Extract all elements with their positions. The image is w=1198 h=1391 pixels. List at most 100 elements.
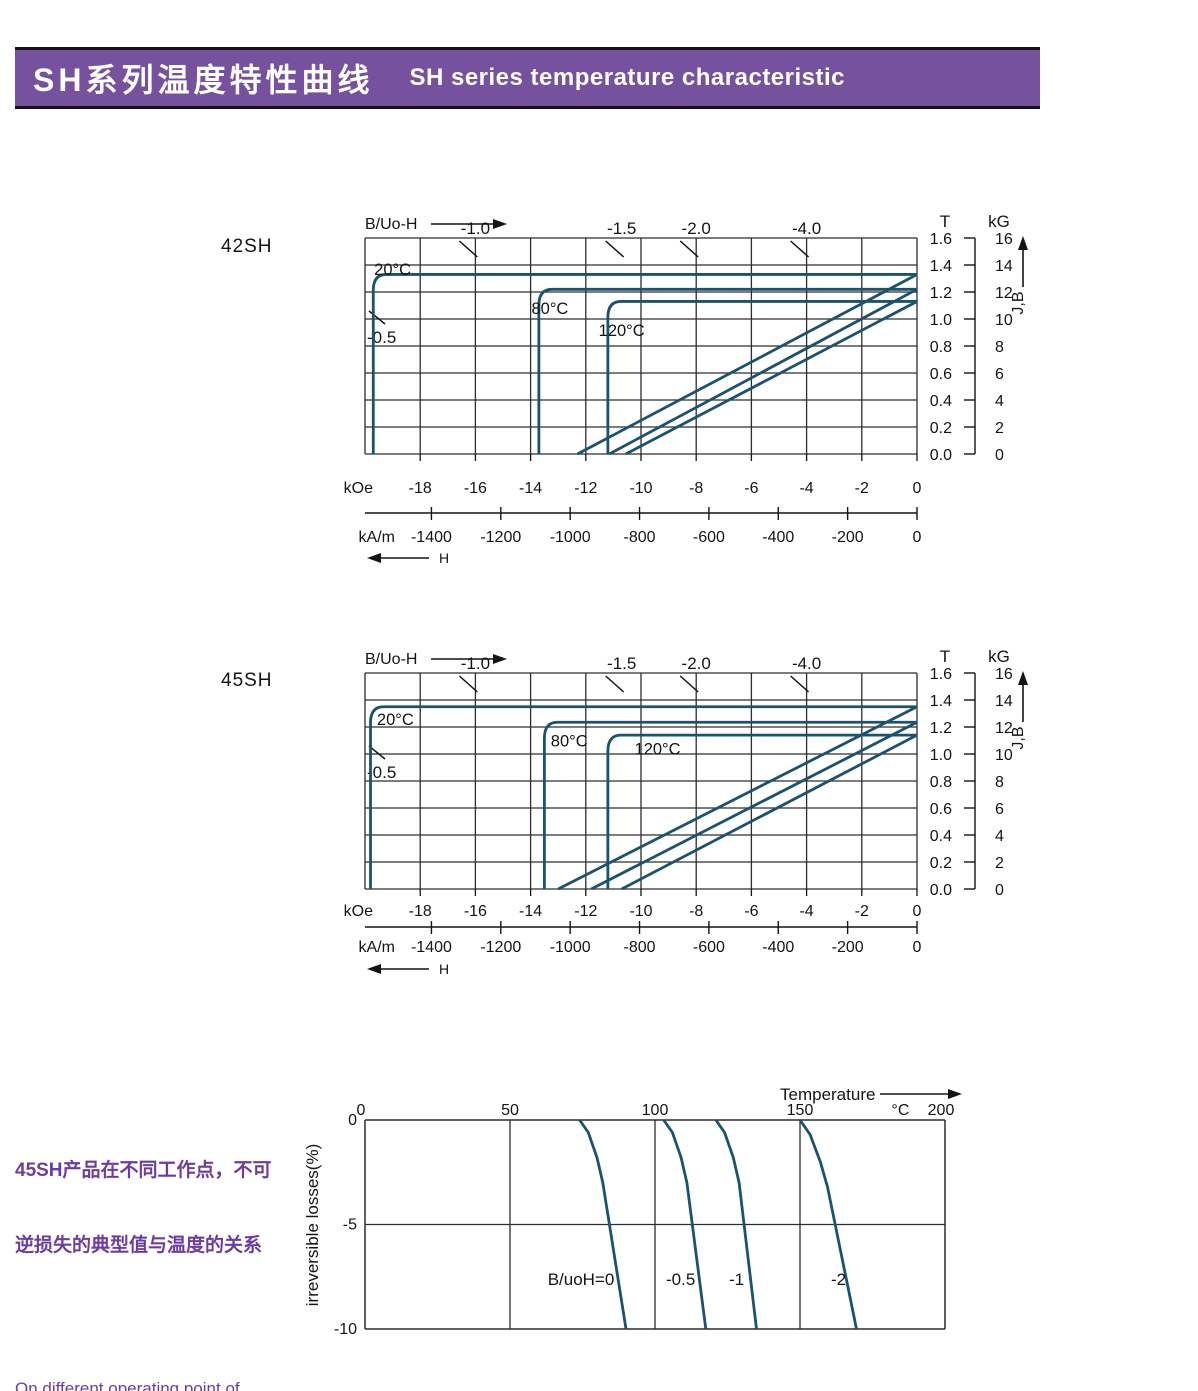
right-axis-tick-label-T: 0.6 xyxy=(930,366,952,383)
right-axis-unit-T: T xyxy=(940,212,950,231)
chart-title-45sh: 45SH xyxy=(221,670,273,691)
j-curve-20°C xyxy=(369,705,917,889)
right-axis-tick-label-kG: 4 xyxy=(995,828,1004,845)
koe-tick-label: 0 xyxy=(913,480,922,497)
loss-x-tick-label: 50 xyxy=(501,1102,519,1119)
right-axis-unit-T: T xyxy=(940,647,950,666)
page-header: SH系列温度特性曲线 SH series temperature charact… xyxy=(15,47,1040,109)
right-axis-tick-label-T: 1.2 xyxy=(930,720,952,737)
j-curve-80°C xyxy=(537,287,917,454)
loss-x-unit: °C xyxy=(891,1102,909,1119)
demag-chart-42sh: B/Uo-H -1.0 -1.5 -2.0 -4.0 -0.5 20°C 80°C 120°C T… xyxy=(344,212,1028,566)
jb-arrowhead xyxy=(1018,671,1028,685)
right-axis-tick-label-kG: 16 xyxy=(995,666,1013,683)
top-axis-arrowhead xyxy=(493,219,507,229)
kam-tick-label: -800 xyxy=(624,529,656,546)
load-line-label: -1.5 xyxy=(607,219,636,238)
koe-tick-label: -8 xyxy=(689,903,703,920)
load-line-slash xyxy=(458,675,478,693)
load-line-slash xyxy=(679,240,699,258)
irreversible-loss-chart: Temperature 0 50 100 150 200 °C 0 -5 -10 irreversi… xyxy=(303,1085,962,1338)
koe-tick-label: -16 xyxy=(464,903,487,920)
loss-y-tick-label: -10 xyxy=(334,1321,357,1338)
right-axis-tick-label-kG: 2 xyxy=(995,855,1004,872)
right-axis-tick-label-T: 0.0 xyxy=(930,882,952,899)
curve-label: 80°C xyxy=(531,300,568,318)
right-axis-tick-label-T: 0.0 xyxy=(930,447,952,464)
right-axis-tick-label-T: 1.4 xyxy=(930,258,952,275)
load-line-label: -1.5 xyxy=(607,654,636,673)
load-line-slash xyxy=(605,240,625,258)
right-axis-tick-label-kG: 0 xyxy=(995,447,1004,464)
b-curve-120°C xyxy=(625,300,918,456)
koe-tick-label: -8 xyxy=(689,480,703,497)
right-axis-tick-label-kG: 10 xyxy=(995,747,1013,764)
b-curve-80°C xyxy=(590,721,918,891)
koe-unit-label: kOe xyxy=(344,903,373,920)
load-line-label: -1.0 xyxy=(461,654,490,673)
right-axis-tick-label-kG: 10 xyxy=(995,312,1013,329)
right-axis-tick-label-kG: 8 xyxy=(995,774,1004,791)
koe-tick-label: -6 xyxy=(744,903,758,920)
loss-y-tick-label: -5 xyxy=(343,1217,357,1234)
koe-tick-label: -14 xyxy=(519,480,542,497)
j-curve-120°C xyxy=(606,733,917,889)
note-zh-line2: 逆损失的典型值与温度的关系 xyxy=(15,1235,263,1256)
curve-label: 20°C xyxy=(374,261,411,279)
kam-tick-label: -400 xyxy=(762,529,794,546)
right-axis-unit-kG: kG xyxy=(988,212,1010,231)
b-curve-120°C xyxy=(621,733,918,891)
right-axis-tick-label-T: 0.8 xyxy=(930,774,952,791)
b-curve-20°C xyxy=(557,705,918,891)
load-line-slash xyxy=(790,675,810,693)
b-curve-20°C xyxy=(576,273,918,456)
right-axis-tick-label-kG: 12 xyxy=(995,720,1013,737)
koe-tick-label: -12 xyxy=(574,903,597,920)
h-axis-label: H xyxy=(439,550,449,566)
load-line-label: -1.0 xyxy=(461,219,490,238)
koe-tick-label: -16 xyxy=(464,480,487,497)
curve-label: 20°C xyxy=(377,711,414,729)
koe-tick-label: -18 xyxy=(409,903,432,920)
kam-tick-label: -1000 xyxy=(550,939,591,956)
loss-curve-label: B/uoH=0 xyxy=(548,1270,615,1289)
right-axis-tick-label-T: 0.2 xyxy=(930,420,952,437)
h-axis-label: H xyxy=(439,961,449,977)
load-line-slash xyxy=(368,310,386,325)
koe-tick-label: -4 xyxy=(799,903,813,920)
right-axis-tick-label-kG: 8 xyxy=(995,339,1004,356)
note-block: 45SH产品在不同工作点，不可 逆损失的典型值与温度的关系 On differe… xyxy=(15,1108,315,1391)
kam-tick-label: -600 xyxy=(693,939,725,956)
right-axis-tick-label-T: 0.2 xyxy=(930,855,952,872)
right-axis-tick-label-T: 1.2 xyxy=(930,285,952,302)
loss-y-axis-label: irreversible losses(%) xyxy=(303,1144,322,1306)
kam-tick-label: -1000 xyxy=(550,529,591,546)
right-axis-tick-label-kG: 2 xyxy=(995,420,1004,437)
kam-unit-label: kA/m xyxy=(359,529,395,546)
page-title-en: SH series temperature characteristic xyxy=(409,64,846,91)
right-axis-tick-label-T: 1.0 xyxy=(930,312,952,329)
kam-tick-label: -1200 xyxy=(480,529,521,546)
j-curve-20°C xyxy=(371,273,917,454)
right-axis-tick-label-T: 0.4 xyxy=(930,393,952,410)
right-axis-tick-label-T: 1.4 xyxy=(930,693,952,710)
kam-tick-label: -200 xyxy=(832,529,864,546)
right-axis-tick-label-T: 1.6 xyxy=(930,666,952,683)
load-line-label: -0.5 xyxy=(367,763,396,782)
right-axis-tick-label-kG: 0 xyxy=(995,882,1004,899)
h-arrowhead xyxy=(367,964,381,974)
right-axis-tick-label-kG: 12 xyxy=(995,285,1013,302)
jb-axis-label: J,B xyxy=(1010,726,1027,749)
koe-tick-label: -10 xyxy=(629,480,652,497)
load-line-label: -2.0 xyxy=(682,219,711,238)
top-axis-label: B/Uo-H xyxy=(365,216,417,233)
kam-tick-label: -1200 xyxy=(480,939,521,956)
koe-tick-label: 0 xyxy=(913,903,922,920)
load-line-label: -4.0 xyxy=(792,219,821,238)
loss-x-tick-label: 100 xyxy=(642,1102,669,1119)
right-axis-tick-label-T: 1.0 xyxy=(930,747,952,764)
kam-tick-label: -1400 xyxy=(411,939,452,956)
b-curve-80°C xyxy=(608,288,918,456)
koe-tick-label: -18 xyxy=(409,480,432,497)
